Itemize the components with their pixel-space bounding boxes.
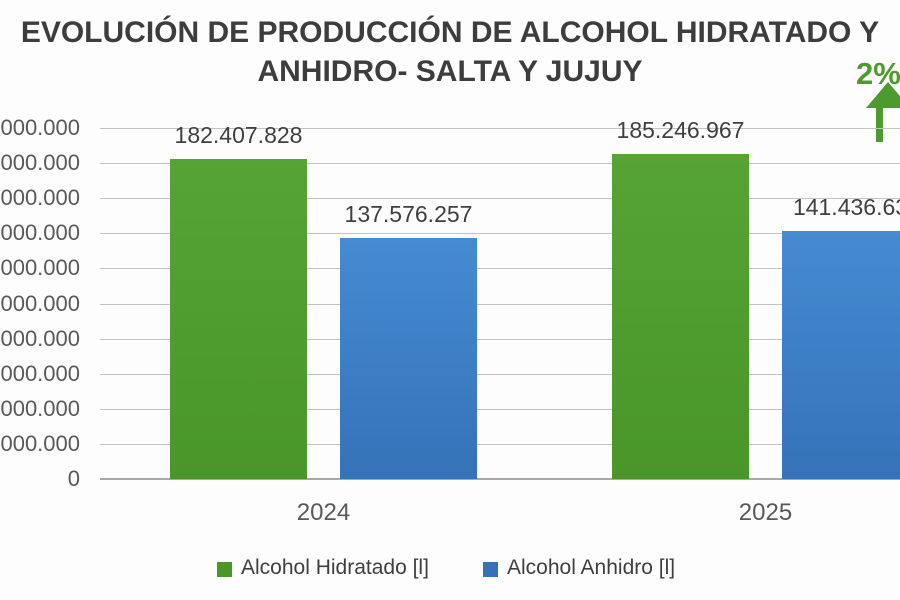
- gridline: [100, 163, 900, 165]
- y-axis-tick-label: 0: [67, 466, 80, 491]
- gridline: [100, 373, 900, 375]
- gridline: [100, 198, 900, 200]
- y-axis-tick-label: 000.000: [0, 185, 80, 211]
- change-percent-label: 2%: [856, 56, 900, 91]
- y-axis-tick-label: 000.000: [0, 220, 80, 246]
- bar-value-label: 137.576.257: [344, 201, 473, 227]
- chart-title-line-1: EVOLUCIÓN DE PRODUCCIÓN DE ALCOHOL HIDRA…: [20, 16, 880, 49]
- bar-value-label: 141.436.63: [792, 194, 900, 220]
- gridline: [100, 268, 900, 270]
- y-axis-tick-label: 000.000: [0, 325, 80, 351]
- y-axis-tick-label: 000.000: [0, 430, 80, 456]
- chart-title: EVOLUCIÓN DE PRODUCCIÓN DE ALCOHOL HIDRA…: [0, 13, 900, 91]
- legend-item-alcohol-anhidro-l: Alcohol Anhidro [l]: [483, 556, 675, 580]
- x-axis-line: [100, 478, 900, 480]
- y-axis-tick-label: 000.000: [0, 150, 80, 176]
- change-annotation: 2%: [840, 55, 900, 150]
- gridline: [100, 303, 900, 305]
- gridline: [100, 443, 900, 445]
- legend-item-alcohol-hidratado-l: Alcohol Hidratado [l]: [217, 556, 429, 580]
- y-axis-tick-label: 000.000: [0, 360, 80, 386]
- bar-value-label: 185.246.967: [616, 117, 745, 143]
- y-axis-tick-label: 000.000: [0, 395, 80, 421]
- up-arrow-icon: [866, 82, 900, 142]
- chart-title-line-2: ANHIDRO- SALTA Y JUJUY: [257, 55, 643, 88]
- gridline: [100, 408, 900, 410]
- legend: Alcohol Hidratado [l] Alcohol Anhidro [l]: [0, 556, 900, 582]
- gridline: [100, 338, 900, 340]
- bar-alcohol-anhidro-l-2025: [782, 231, 900, 479]
- gridline: [100, 233, 900, 235]
- bar-alcohol-hidratado-l-2024: [170, 159, 307, 479]
- bar-alcohol-hidratado-l-2025: [612, 154, 749, 479]
- x-axis-label-2024: 2024: [296, 499, 351, 526]
- gridline: [100, 128, 900, 129]
- legend-label-alcohol-anhidro-l: Alcohol Anhidro [l]: [507, 556, 676, 579]
- legend-swatch-alcohol-hidratado-l: [217, 561, 232, 577]
- bar-alcohol-anhidro-l-2024: [340, 238, 477, 479]
- legend-swatch-alcohol-anhidro-l: [483, 561, 498, 577]
- y-axis-tick-label: 000.000: [0, 255, 80, 281]
- legend-label-alcohol-hidratado-l: Alcohol Hidratado [l]: [241, 556, 429, 579]
- bar-value-label: 182.407.828: [174, 122, 303, 148]
- y-axis-tick-label: 000.000: [0, 115, 80, 140]
- x-axis-label-2025: 2025: [738, 499, 793, 526]
- y-axis-tick-label: 000.000: [0, 290, 80, 316]
